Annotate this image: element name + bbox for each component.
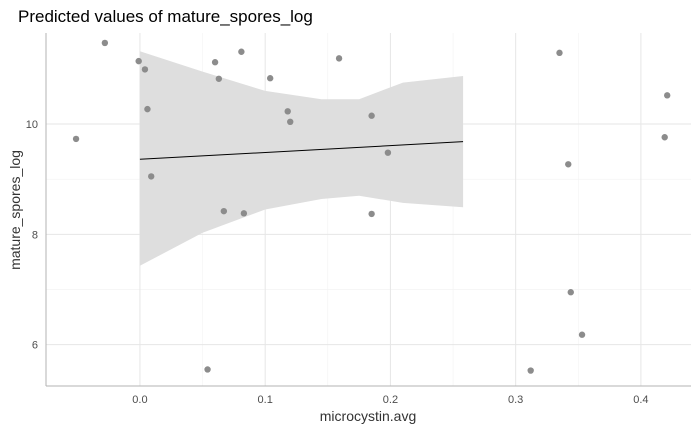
data-point xyxy=(215,75,223,82)
data-points xyxy=(72,39,671,374)
data-point xyxy=(266,75,274,82)
y-axis-title: mature_spores_log xyxy=(7,150,23,270)
fit-line xyxy=(139,141,464,160)
x-tick-label: 0.3 xyxy=(508,394,523,406)
data-point xyxy=(335,55,343,62)
x-tick-label: 0.1 xyxy=(258,394,273,406)
y-tick-label: 6 xyxy=(32,340,38,352)
x-tick-label: 0.2 xyxy=(383,394,398,406)
y-tick-label: 8 xyxy=(32,229,38,241)
data-point xyxy=(556,49,563,57)
data-point xyxy=(578,331,586,338)
data-point xyxy=(204,366,211,373)
data-point xyxy=(368,210,375,218)
axes xyxy=(45,33,691,387)
data-point xyxy=(220,207,228,215)
x-axis-title: microcystin.avg xyxy=(320,408,416,424)
data-point xyxy=(527,367,534,374)
data-point xyxy=(661,134,668,141)
data-point xyxy=(238,48,245,55)
y-tick-label: 10 xyxy=(26,119,38,131)
data-point xyxy=(72,135,80,143)
data-point xyxy=(211,59,219,66)
data-point xyxy=(148,173,155,180)
tick-labels: 0.0 0.1 0.2 0.3 0.4 6 8 10 xyxy=(26,119,649,406)
chart-title: Predicted values of mature_spores_log xyxy=(18,7,313,26)
data-point xyxy=(135,57,142,65)
x-tick-label: 0.4 xyxy=(633,394,648,406)
data-point xyxy=(664,92,671,99)
data-point xyxy=(141,66,149,73)
data-point xyxy=(567,289,574,296)
data-point xyxy=(144,105,151,113)
data-point xyxy=(565,161,572,168)
data-point xyxy=(240,210,248,217)
data-point xyxy=(368,112,375,119)
data-point xyxy=(287,118,294,126)
data-point xyxy=(101,39,109,47)
confidence-band xyxy=(139,51,464,266)
x-tick-label: 0.0 xyxy=(132,394,147,406)
data-point xyxy=(384,149,392,156)
data-point xyxy=(284,108,291,115)
